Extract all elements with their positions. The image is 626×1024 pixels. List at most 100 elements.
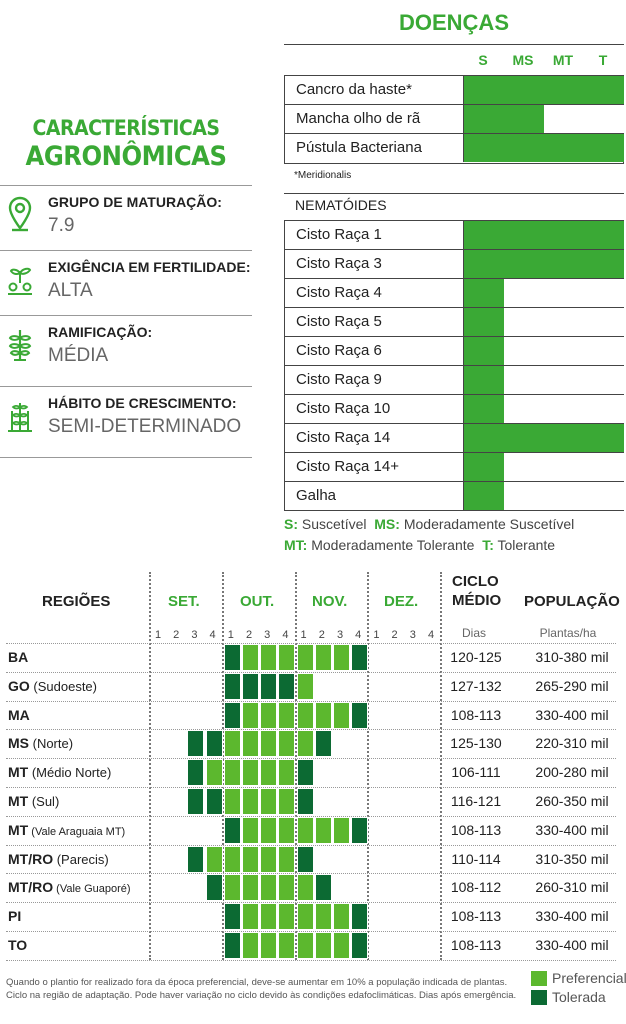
nematode-name: Cisto Raça 5 bbox=[296, 313, 382, 330]
maturation-group-label: GRUPO DE MATURAÇÃO: bbox=[48, 194, 222, 210]
planting-cell-preferencial bbox=[260, 874, 278, 902]
planting-cell-preferencial bbox=[314, 932, 332, 959]
row-divider bbox=[6, 931, 616, 932]
planting-cell-tolerada bbox=[205, 874, 223, 902]
legend-s-text: Suscetível bbox=[301, 516, 367, 532]
branching-item: RAMIFICAÇÃO: MÉDIA bbox=[0, 315, 252, 380]
region-populacao: 310-380 mil bbox=[535, 649, 609, 665]
region-code: MT/RO bbox=[8, 879, 54, 896]
planting-cell-preferencial bbox=[242, 759, 259, 787]
planting-cell-preferencial bbox=[296, 903, 314, 931]
legend-preferencial-swatch bbox=[531, 971, 547, 986]
planting-cell-tolerada bbox=[314, 874, 332, 902]
region-code: MT/RO bbox=[8, 850, 54, 867]
region-row: MT (Vale Araguaia MT) 108-113 330-400 mil bbox=[6, 816, 616, 845]
nematode-level-bar bbox=[463, 453, 504, 481]
region-ciclo: 125-130 bbox=[450, 735, 502, 752]
region-name: MS (Norte) bbox=[8, 735, 73, 751]
region-populacao: 265-290 mil bbox=[535, 677, 609, 694]
planting-cell-preferencial bbox=[260, 816, 278, 844]
planting-cell-preferencial bbox=[242, 701, 259, 729]
week-label: 2 bbox=[173, 629, 180, 641]
fertility-label: EXIGÊNCIA EM FERTILIDADE: bbox=[48, 259, 251, 275]
planting-cell-preferencial bbox=[223, 845, 241, 873]
legend-tolerada-swatch bbox=[531, 990, 547, 1005]
region-detail: (Vale Guaporé) bbox=[53, 883, 131, 896]
planting-cell-preferencial bbox=[296, 932, 314, 959]
region-populacao: 330-400 mil bbox=[535, 821, 609, 838]
planting-cell-tolerada bbox=[223, 816, 241, 844]
disease-legend-line2: MT: Moderadamente Tolerante T: Tolerante bbox=[284, 537, 555, 553]
fertility-seedling-icon bbox=[6, 261, 34, 297]
region-detail: (Médio Norte) bbox=[28, 765, 112, 781]
region-ciclo: 127-132 bbox=[450, 677, 502, 694]
nematode-name: Cisto Raça 3 bbox=[296, 255, 382, 272]
region-code: MT bbox=[8, 821, 29, 838]
planting-cell-preferencial bbox=[296, 644, 314, 671]
nematode-level-bar bbox=[463, 250, 624, 278]
nematode-row: Cisto Raça 6 bbox=[285, 337, 624, 366]
month-separator bbox=[294, 572, 297, 960]
nematode-row: Cisto Raça 14+ bbox=[285, 453, 624, 482]
legend-mt-text: Moderadamente Tolerante bbox=[311, 537, 475, 553]
planting-cell-preferencial bbox=[260, 759, 278, 787]
region-code: MA bbox=[8, 706, 30, 723]
row-divider bbox=[6, 729, 616, 731]
diseases-divider bbox=[284, 44, 624, 45]
nematode-level-bar bbox=[463, 482, 504, 510]
planting-cell-preferencial bbox=[242, 788, 259, 815]
planting-cell-preferencial bbox=[278, 932, 296, 959]
row-divider bbox=[6, 671, 616, 673]
planting-cell-preferencial bbox=[242, 845, 259, 873]
legend-s-key: S: bbox=[284, 516, 298, 532]
planting-cell-preferencial bbox=[223, 788, 241, 815]
planting-cell-preferencial bbox=[260, 701, 278, 729]
nematodes-table: Cisto Raça 1 Cisto Raça 3 Cisto Raça 4 Cist… bbox=[284, 220, 624, 511]
planting-cell-preferencial bbox=[333, 932, 350, 959]
planting-cell-tolerada bbox=[351, 816, 369, 844]
row-divider bbox=[6, 758, 616, 760]
planting-cell-tolerada bbox=[187, 845, 205, 873]
nematode-name: Cisto Raça 9 bbox=[296, 371, 382, 388]
planting-cell-tolerada bbox=[187, 730, 205, 758]
planting-cell-tolerada bbox=[296, 759, 314, 787]
growth-plant-icon bbox=[6, 397, 34, 433]
week-label: 1 bbox=[154, 629, 162, 641]
populacao-unit: Plantas/ha bbox=[539, 626, 597, 640]
week-label: 2 bbox=[391, 629, 398, 641]
region-row: PI 108-113 330-400 mil bbox=[6, 902, 616, 931]
characteristics-title-line1: CARACTERÍSTICAS bbox=[32, 116, 220, 140]
region-code: TO bbox=[8, 937, 28, 953]
planting-cell-preferencial bbox=[223, 759, 241, 787]
month-separator bbox=[149, 572, 151, 960]
region-ciclo: 106-111 bbox=[451, 764, 501, 781]
week-label: 3 bbox=[336, 629, 344, 641]
month-separator bbox=[440, 572, 443, 960]
row-divider bbox=[6, 873, 616, 875]
branching-label: RAMIFICAÇÃO: bbox=[48, 324, 153, 340]
region-name: MT (Médio Norte) bbox=[8, 764, 111, 780]
disease-legend-line1: S: Suscetível MS: Moderadamente Suscetív… bbox=[284, 516, 574, 532]
planting-cell-preferencial bbox=[260, 730, 278, 758]
column-mt: MT bbox=[552, 52, 574, 68]
region-name: MT (Sul) bbox=[8, 793, 59, 809]
planting-cell-preferencial bbox=[278, 903, 296, 931]
planting-cell-preferencial bbox=[296, 816, 314, 844]
nematode-level-bar bbox=[463, 337, 504, 365]
week-label: 1 bbox=[227, 629, 234, 641]
growth-habit-value: SEMI-DETERMINADO bbox=[48, 416, 242, 437]
legend-ms-text: Moderadamente Suscetível bbox=[403, 516, 575, 532]
planting-cell-preferencial bbox=[205, 845, 223, 873]
ciclo-header: CICLO MÉDIO bbox=[452, 572, 501, 610]
nematode-name: Cisto Raça 4 bbox=[296, 284, 382, 301]
nematodes-divider bbox=[284, 193, 624, 194]
disease-table: Cancro da haste* Mancha olho de rã Pústula… bbox=[284, 75, 624, 164]
nematode-row: Cisto Raça 9 bbox=[285, 366, 624, 395]
month-set: SET. bbox=[168, 593, 200, 610]
nematode-level-bar bbox=[463, 221, 624, 249]
week-label: 3 bbox=[264, 629, 271, 641]
region-code: MT bbox=[8, 793, 29, 809]
region-populacao: 330-400 mil bbox=[535, 908, 609, 925]
planting-cell-preferencial bbox=[260, 932, 278, 959]
maturation-group-value: 7.9 bbox=[48, 215, 75, 236]
